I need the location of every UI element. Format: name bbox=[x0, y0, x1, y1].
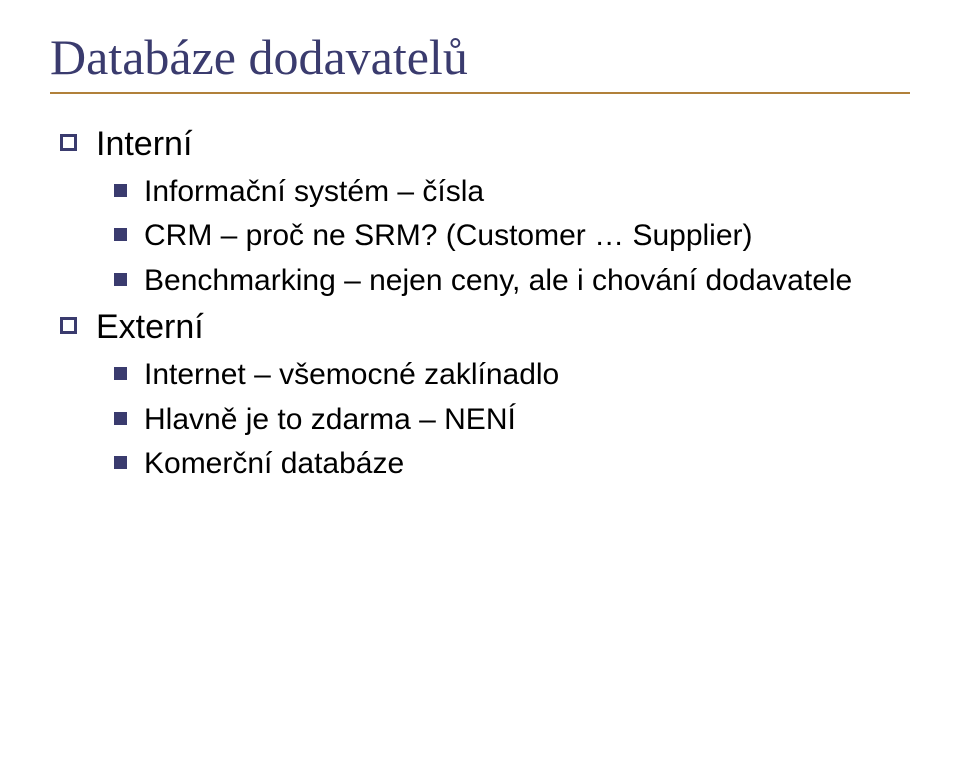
square-filled-icon bbox=[114, 228, 127, 241]
list-item: Interní bbox=[60, 122, 910, 168]
list-item-text: Internet – všemocné zaklínadlo bbox=[144, 358, 559, 391]
square-filled-icon bbox=[114, 184, 127, 197]
list-item: Externí bbox=[60, 305, 910, 351]
list-item: CRM – proč ne SRM? (Customer … Supplier) bbox=[114, 216, 910, 257]
list-item-text: Externí bbox=[96, 308, 204, 346]
list-item: Benchmarking – nejen ceny, ale i chování… bbox=[114, 261, 910, 302]
list-item-text: Hlavně je to zdarma – NENÍ bbox=[144, 403, 516, 436]
list-item: Internet – všemocné zaklínadlo bbox=[114, 355, 910, 396]
list-item-text: CRM – proč ne SRM? (Customer … Supplier) bbox=[144, 219, 753, 252]
slide-title: Databáze dodavatelů bbox=[50, 28, 910, 92]
list-item-text: Interní bbox=[96, 125, 192, 163]
list-item: Komerční databáze bbox=[114, 444, 910, 485]
square-outline-icon bbox=[60, 317, 77, 334]
list-item: Informační systém – čísla bbox=[114, 172, 910, 213]
list-item-text: Komerční databáze bbox=[144, 447, 404, 480]
slide-content: Interní Informační systém – čísla CRM – … bbox=[50, 122, 910, 485]
square-filled-icon bbox=[114, 412, 127, 425]
list-item: Hlavně je to zdarma – NENÍ bbox=[114, 400, 910, 441]
title-rule bbox=[50, 92, 910, 94]
slide: Databáze dodavatelů Interní Informační s… bbox=[0, 0, 960, 771]
square-filled-icon bbox=[114, 456, 127, 469]
list-item-text: Informační systém – čísla bbox=[144, 175, 484, 208]
square-outline-icon bbox=[60, 134, 77, 151]
list-item-text: Benchmarking – nejen ceny, ale i chování… bbox=[144, 264, 852, 297]
square-filled-icon bbox=[114, 367, 127, 380]
square-filled-icon bbox=[114, 273, 127, 286]
